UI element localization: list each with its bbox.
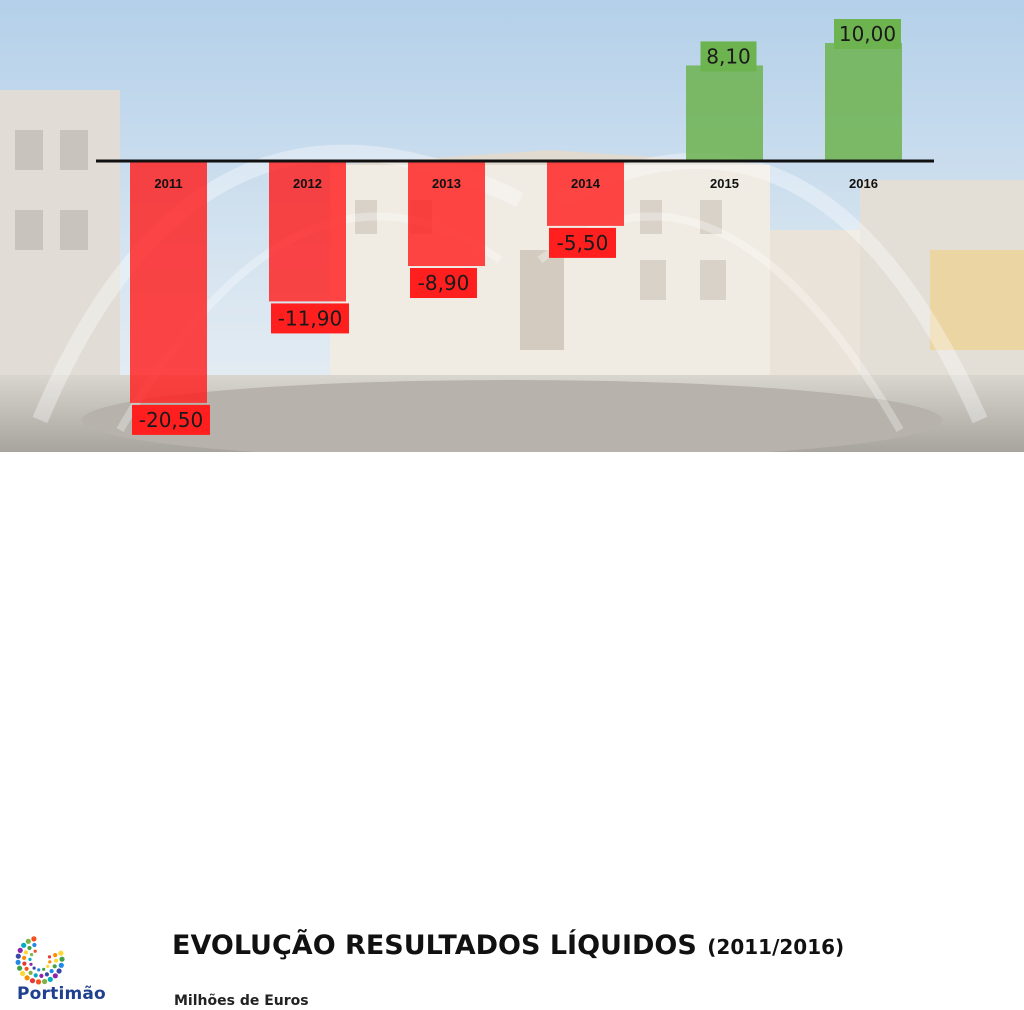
logo-dot <box>52 964 57 969</box>
value-label-2012: -11,90 <box>278 306 342 330</box>
chart-period: (2011/2016) <box>707 935 845 959</box>
bar-2015 <box>686 65 763 161</box>
logo-dot <box>29 962 33 966</box>
logo-dot <box>15 953 21 959</box>
value-label-2016: 10,00 <box>839 22 896 46</box>
value-label-2015: 8,10 <box>706 44 751 68</box>
logo-dot <box>22 961 27 966</box>
value-label-box-2011 <box>132 404 210 435</box>
logo-dot <box>42 967 46 971</box>
bar-2016 <box>825 43 902 161</box>
value-label-box-2012 <box>271 303 349 334</box>
bar-2014 <box>547 161 624 226</box>
footer: Portimão EVOLUÇÃO RESULTADOS LÍQUIDOS (2… <box>0 452 1024 1009</box>
logo-dot <box>17 947 23 953</box>
logo-dot <box>58 962 64 968</box>
category-label-2012: 2012 <box>293 176 322 191</box>
logo-dot <box>33 973 38 978</box>
logo-dot <box>33 949 37 953</box>
logo-dot <box>39 973 44 978</box>
logo-dot <box>47 976 53 982</box>
logo-dot <box>32 942 37 948</box>
logo-dot <box>23 950 28 955</box>
value-label-2011: -20,50 <box>139 408 203 432</box>
logo-dot <box>20 970 26 977</box>
bar-2011 <box>130 161 207 403</box>
logo-dot <box>17 965 23 971</box>
value-label-box-2013 <box>410 268 477 299</box>
logo-dot <box>53 953 58 958</box>
logo-dot <box>37 968 41 972</box>
logo-dot <box>52 973 58 979</box>
value-label-box-2014 <box>549 227 616 258</box>
chart-subtitle: Milhões de Euros <box>174 993 309 1009</box>
value-label-2014: -5,50 <box>557 231 609 255</box>
logo-dot <box>21 942 27 948</box>
logo-dot <box>15 959 21 965</box>
logo-dot <box>31 936 37 942</box>
category-label-2015: 2015 <box>710 176 739 191</box>
chart-title: EVOLUÇÃO RESULTADOS LÍQUIDOS <box>172 930 697 961</box>
logo-dot <box>27 945 32 951</box>
logo-dot <box>22 955 27 960</box>
logo-dot <box>49 969 54 974</box>
category-label-2013: 2013 <box>432 176 461 191</box>
logo-dot <box>58 950 64 956</box>
logo-dot <box>28 957 32 961</box>
logo-dot <box>59 956 65 962</box>
category-label-2014: 2014 <box>571 176 601 191</box>
bar-2012 <box>269 161 346 302</box>
logo-dot <box>56 968 62 974</box>
logo-dot <box>29 978 36 984</box>
logo-dot <box>48 960 52 964</box>
logo-dot <box>53 958 59 963</box>
logo-dot <box>44 972 49 977</box>
logo-dot <box>47 955 52 959</box>
logo-dot <box>24 975 30 981</box>
logo-text: Portimão <box>17 984 106 1004</box>
logo-dot <box>32 966 36 970</box>
logo-dot <box>28 970 33 975</box>
value-label-box-2016 <box>834 19 901 49</box>
logo-dot <box>30 953 34 957</box>
bar-chart: 2011 -20,50 2012 -11,90 2013 -8,90 2014 -5,50 20… <box>96 19 934 435</box>
value-label-box-2015 <box>700 41 757 72</box>
logo-dot <box>46 964 50 968</box>
logo-dot <box>25 938 31 944</box>
bar-2013 <box>408 161 485 267</box>
title-line: EVOLUÇÃO RESULTADOS LÍQUIDOS (2011/2016) <box>172 930 844 961</box>
value-label-2013: -8,90 <box>418 271 470 295</box>
category-label-2016: 2016 <box>849 176 878 191</box>
chart-area: 2011 -20,50 2012 -11,90 2013 -8,90 2014 -5,50 20… <box>0 0 1024 452</box>
logo-dot <box>24 966 29 971</box>
category-label-2011: 2011 <box>154 176 182 191</box>
